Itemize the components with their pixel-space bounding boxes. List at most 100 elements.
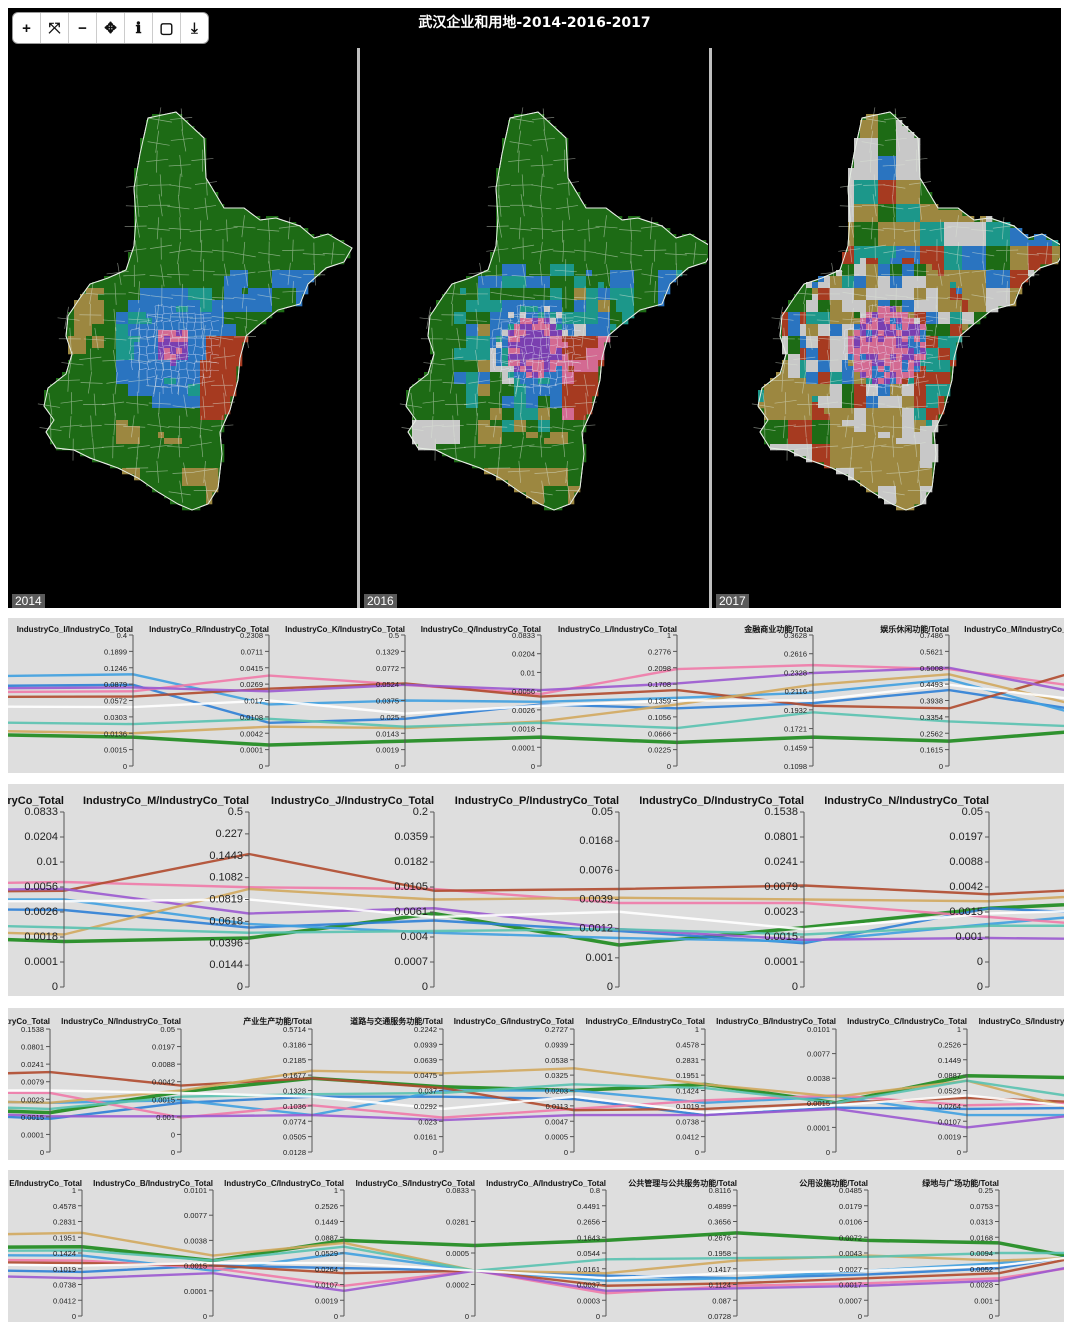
- map-panel-2014[interactable]: 2014: [8, 48, 356, 608]
- tick-label: 0.4: [117, 631, 127, 640]
- series-line[interactable]: [8, 1095, 1064, 1120]
- tick-label: 0.0042: [949, 881, 983, 893]
- tick-label: 0.025: [380, 713, 399, 722]
- pan-icon[interactable]: ✥: [97, 13, 125, 43]
- tick-label: 0.1615: [920, 746, 943, 755]
- series-line[interactable]: [8, 1251, 1064, 1282]
- tick-label: 0.0077: [807, 1050, 830, 1059]
- tick-label: 0.8: [590, 1186, 600, 1195]
- tick-label: 0.0801: [21, 1043, 44, 1052]
- info-icon[interactable]: ℹ: [125, 13, 153, 43]
- tick-label: 0.1424: [53, 1249, 76, 1258]
- axis-label: 产业生产功能/Total: [243, 1016, 312, 1026]
- download-icon[interactable]: ⤓: [191, 19, 198, 37]
- series-line[interactable]: [8, 1089, 1064, 1114]
- axis-label: IndustryCo_J/IndustryCo_Total: [271, 795, 434, 807]
- tick-label: 0.0241: [764, 856, 798, 868]
- tick-label: 0: [957, 1148, 961, 1157]
- series-line[interactable]: [8, 887, 1064, 941]
- tick-label: 0.0019: [376, 746, 399, 755]
- tick-label: 0.0018: [24, 931, 58, 943]
- tick-label: 0.0538: [545, 1056, 568, 1065]
- series-line[interactable]: [8, 1089, 1064, 1117]
- series-line[interactable]: [8, 1256, 1064, 1293]
- series-line[interactable]: [8, 880, 1064, 931]
- tick-label: 0: [422, 981, 428, 993]
- tick-label: 0.0544: [577, 1249, 600, 1258]
- parallel-coords-chart[interactable]: E/IndustryCo_Total10.45780.28310.19510.1…: [8, 1170, 1064, 1322]
- tick-label: 0.0475: [414, 1071, 437, 1080]
- series-line[interactable]: [8, 711, 1064, 730]
- tick-label: 0.0524: [376, 680, 399, 689]
- tick-label: 0.1538: [21, 1025, 44, 1034]
- tick-label: 0.0019: [315, 1296, 338, 1305]
- series-line[interactable]: [8, 1245, 1064, 1272]
- choropleth-map-2014[interactable]: [8, 48, 356, 608]
- axis-label: IndustryCo_Total: [8, 1017, 50, 1026]
- series-line[interactable]: [8, 887, 1064, 936]
- axis-label: IndustryCo_N/IndustryCo_Total: [61, 1017, 181, 1026]
- tick-label: 0.2098: [648, 664, 671, 673]
- tick-label: 0.0039: [579, 894, 613, 906]
- series-line[interactable]: [8, 1067, 1064, 1115]
- tick-label: 0.0015: [152, 1095, 175, 1104]
- tick-label: 0.0037: [577, 1281, 600, 1290]
- tick-label: 0.1951: [676, 1071, 699, 1080]
- tick-label: 0.0005: [545, 1133, 568, 1142]
- series-line[interactable]: [8, 924, 1064, 936]
- select-icon[interactable]: ▢: [153, 13, 181, 43]
- map-panel-2017[interactable]: 2017: [712, 48, 1060, 608]
- series-line[interactable]: [8, 1079, 1064, 1111]
- tick-label: 0.023: [418, 1117, 437, 1126]
- axis-label: IndustryCo_G/IndustryCo_Total: [454, 1017, 574, 1026]
- series-line[interactable]: [8, 1231, 1064, 1268]
- axis-label: IndustryCo_E/IndustryCo_Total: [586, 1017, 705, 1026]
- map-panel-2016[interactable]: 2016: [360, 48, 708, 608]
- choropleth-map-2016[interactable]: [360, 48, 708, 608]
- axis-label: IndustryCo_K/IndustryCo_Total: [285, 625, 405, 634]
- tick-label: 0.05: [160, 1025, 175, 1034]
- tick-label: 0.0728: [708, 1312, 731, 1321]
- series-line[interactable]: [8, 1247, 1064, 1280]
- fit-extent-icon[interactable]: ⤧: [41, 13, 69, 43]
- parallel-coords-row-4[interactable]: E/IndustryCo_Total 1 0.4578 0.2831 0.1951 0.1…: [8, 1170, 1064, 1322]
- choropleth-map-2017[interactable]: [712, 48, 1060, 608]
- year-label: 2014: [12, 594, 45, 608]
- axis-label: IndustryCo_P/IndustryCo_Total: [455, 795, 619, 807]
- tick-label: 0.1538: [764, 806, 798, 818]
- tick-label: 1: [957, 1025, 961, 1034]
- series-line[interactable]: [8, 852, 1064, 896]
- tick-label: 0.0108: [240, 713, 263, 722]
- tick-label: 0.0879: [104, 680, 127, 689]
- tick-label: 0.0042: [240, 729, 263, 738]
- axis-label: IndustryCo_Total: [8, 795, 64, 807]
- tick-label: 0.0077: [184, 1211, 207, 1220]
- zoom-in-icon[interactable]: +: [13, 13, 41, 43]
- axis-label: IndustryCo_S/IndustryCo_Total: [356, 1179, 475, 1188]
- axis-label: 绿地与广场功能/Total: [922, 1178, 999, 1188]
- tick-label: 0.0023: [21, 1095, 44, 1104]
- series-line[interactable]: [8, 898, 1064, 931]
- zoom-out-icon[interactable]: −: [69, 13, 97, 43]
- tick-label: 0.001: [585, 952, 613, 964]
- year-label: 2017: [716, 594, 749, 608]
- tick-label: 0.0019: [938, 1133, 961, 1142]
- tick-label: 0.5: [389, 631, 399, 640]
- tick-label: 0.0023: [764, 906, 798, 918]
- tick-label: 0.0128: [283, 1148, 306, 1157]
- series-line[interactable]: [8, 1250, 1064, 1280]
- tick-label: 0.2308: [240, 631, 263, 640]
- tick-label: 0.05: [962, 806, 983, 818]
- parallel-coords-row-1[interactable]: IndustryCo_I/IndustryCo_Total 0.4 0.1899 0.…: [8, 618, 1064, 773]
- series-line[interactable]: [8, 1107, 1064, 1129]
- tick-label: 0.0738: [53, 1281, 76, 1290]
- tick-label: 0.0666: [648, 729, 671, 738]
- series-line[interactable]: [8, 1231, 1064, 1275]
- tick-label: 0.0179: [839, 1202, 862, 1211]
- tick-label: 0.001: [955, 931, 983, 943]
